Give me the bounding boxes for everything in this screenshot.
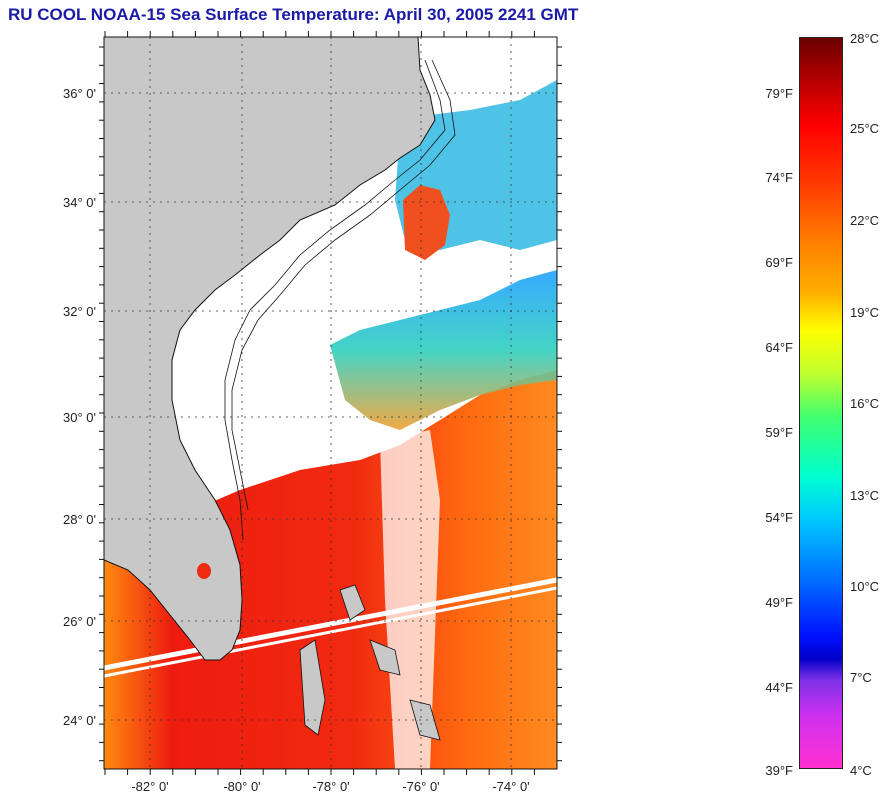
temperature-colorbar	[799, 37, 843, 769]
tick-labels: 36° 0' 34° 0' 32° 0' 30° 0' 28° 0' 26° 0' 24° …	[63, 86, 530, 794]
fahrenheit-label: 79°F	[765, 86, 793, 101]
fahrenheit-label: 64°F	[765, 340, 793, 355]
celsius-label: 13°C	[850, 488, 880, 503]
celsius-label: 4°C	[850, 763, 872, 778]
celsius-label: 22°C	[850, 213, 880, 228]
celsius-label: 16°C	[850, 396, 880, 411]
swath-artifact-2	[104, 586, 557, 678]
lat-label: 32° 0'	[63, 304, 96, 319]
lat-label: 24° 0'	[63, 713, 96, 728]
swath-artifact	[104, 577, 557, 671]
map-title: RU COOL NOAA-15 Sea Surface Temperature:…	[8, 5, 579, 24]
lat-label: 28° 0'	[63, 512, 96, 527]
lon-label: -78° 0'	[312, 779, 349, 794]
bahamas-islands	[299, 584, 441, 741]
fahrenheit-label: 39°F	[765, 763, 793, 778]
fahrenheit-label: 44°F	[765, 680, 793, 695]
fahrenheit-label: 54°F	[765, 510, 793, 525]
cool-water-region	[330, 270, 557, 430]
celsius-label: 7°C	[850, 670, 872, 685]
fahrenheit-label: 74°F	[765, 170, 793, 185]
lake-okeechobee	[197, 563, 211, 579]
warm-water-region	[104, 370, 557, 769]
lon-label: -76° 0'	[402, 779, 439, 794]
lon-label: -74° 0'	[492, 779, 529, 794]
lon-label: -80° 0'	[223, 779, 260, 794]
lon-label: -82° 0'	[131, 779, 168, 794]
bathymetry-contour	[224, 59, 446, 541]
celsius-label: 28°C	[850, 31, 880, 46]
celsius-label: 25°C	[850, 121, 880, 136]
lat-label: 34° 0'	[63, 195, 96, 210]
cloud-speckle	[380, 430, 440, 769]
land-mass	[104, 37, 436, 661]
lat-label: 36° 0'	[63, 86, 96, 101]
lat-label: 26° 0'	[63, 614, 96, 629]
fahrenheit-label: 59°F	[765, 425, 793, 440]
graticule	[104, 37, 557, 769]
fahrenheit-label: 69°F	[765, 255, 793, 270]
celsius-label: 10°C	[850, 579, 880, 594]
fahrenheit-label: 49°F	[765, 595, 793, 610]
tick-marks	[99, 31, 562, 775]
celsius-label: 19°C	[850, 305, 880, 320]
lat-label: 30° 0'	[63, 410, 96, 425]
warm-eddy-north	[403, 185, 450, 260]
